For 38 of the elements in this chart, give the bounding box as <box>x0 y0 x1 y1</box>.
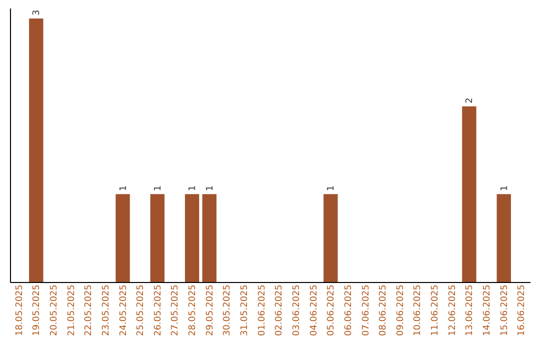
x-tick-label: 20.05.2025 <box>49 284 60 336</box>
data-label: 2 <box>465 98 476 104</box>
data-label: 1 <box>500 185 510 192</box>
data-label: 1 <box>188 185 198 192</box>
x-tick-label: 22.05.2025 <box>84 284 94 336</box>
data-label: 1 <box>118 185 129 192</box>
x-tick-label: 21.05.2025 <box>66 284 77 336</box>
x-tick-label: 28.05.2025 <box>188 284 198 336</box>
x-tick-label: 31.05.2025 <box>240 284 250 336</box>
x-tick-label: 24.05.2025 <box>118 284 129 336</box>
x-tick-label: 05.06.2025 <box>326 284 337 336</box>
x-tick-label: 01.06.2025 <box>257 284 268 336</box>
x-tick-label: 25.05.2025 <box>136 284 146 336</box>
x-tick-label: 16.06.2025 <box>517 284 528 336</box>
x-tick-label: 23.05.2025 <box>101 284 112 336</box>
x-tick-label: 03.06.2025 <box>292 284 302 336</box>
x-tick-label: 29.05.2025 <box>205 284 216 336</box>
x-tick-label: 10.06.2025 <box>413 284 424 336</box>
x-tick-label: 12.06.2025 <box>448 284 458 336</box>
x-tick-label: 09.06.2025 <box>396 284 406 336</box>
x-tick-label: 11.06.2025 <box>430 284 441 336</box>
x-tick-label: 19.05.2025 <box>32 284 42 336</box>
data-label: 1 <box>205 185 216 192</box>
x-tick-label: 13.06.2025 <box>465 284 476 336</box>
x-tick-label: 27.05.2025 <box>170 284 181 336</box>
x-tick-label: 06.06.2025 <box>344 284 354 336</box>
x-tick-label: 14.06.2025 <box>482 284 493 336</box>
data-label: 1 <box>153 185 164 192</box>
x-tick-label: 26.05.2025 <box>153 284 164 336</box>
x-tick-label: 18.05.2025 <box>14 284 25 336</box>
x-tick-label: 07.06.2025 <box>361 284 372 336</box>
data-label: 1 <box>326 185 337 192</box>
x-tick-label: 15.06.2025 <box>500 284 510 336</box>
data-label: 3 <box>32 10 42 16</box>
x-tick-label: 08.06.2025 <box>378 284 389 336</box>
x-tick-label: 30.05.2025 <box>222 284 233 336</box>
x-tick-label: 04.06.2025 <box>309 284 320 336</box>
x-tick-label: 02.06.2025 <box>274 284 285 336</box>
